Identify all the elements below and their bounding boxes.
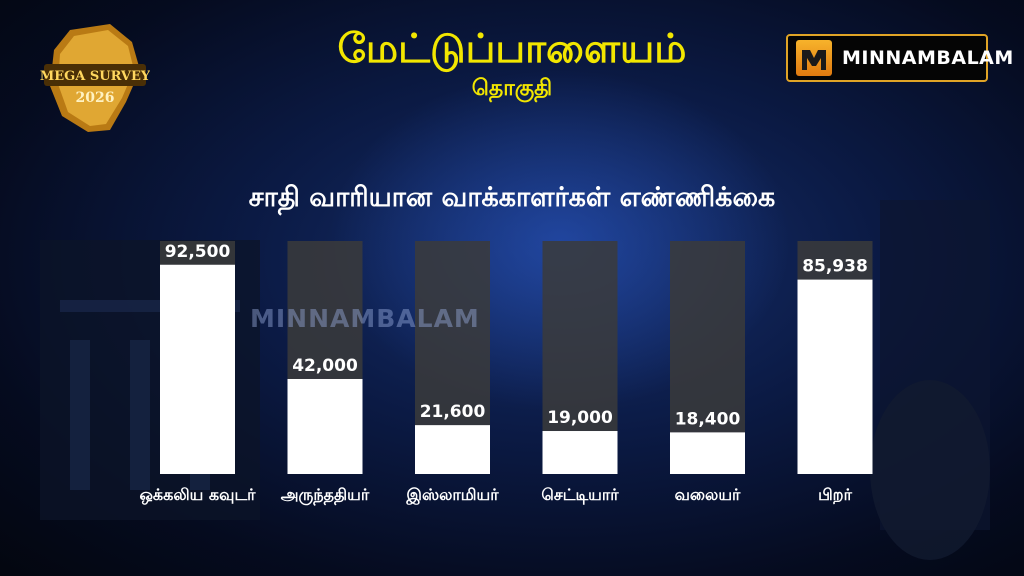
category-label: செட்டியார் (541, 485, 619, 505)
bar-value-label: 19,000 (547, 408, 613, 428)
bar-value-label: 21,600 (420, 402, 486, 422)
bar (670, 432, 745, 474)
bar (415, 425, 490, 474)
page-subtitle: தொகுதி (471, 76, 553, 101)
bar (160, 264, 235, 474)
bar-value-label: 42,000 (292, 356, 358, 376)
watermark: MINNAMBALAM (250, 304, 480, 333)
logo-text: MINNAMBALAM (842, 47, 1014, 69)
bar-value-label: 18,400 (675, 409, 741, 429)
minnambalam-logo: MINNAMBALAM (786, 34, 1013, 82)
bar-value-label: 92,500 (165, 242, 231, 262)
badge-line2: 2026 (76, 90, 115, 106)
bar (797, 279, 873, 474)
bar-value-label: 85,938 (802, 257, 868, 277)
bar (287, 378, 363, 474)
bar (542, 431, 618, 474)
chart-title: சாதி வாரியான வாக்காளர்கள் எண்ணிக்கை (248, 182, 776, 213)
category-label: இஸ்லாமியர் (405, 485, 499, 505)
category-label: பிறர் (818, 485, 852, 504)
category-label: வலையர் (675, 485, 741, 504)
badge-line1: MEGA SURVEY (40, 69, 150, 84)
category-label: அருந்ததியர் (281, 485, 370, 505)
logo-m-icon (796, 40, 832, 76)
page-title: மேட்டுப்பாளையம் (337, 26, 687, 72)
mega-survey-badge: MEGA SURVEY 2026 (40, 24, 150, 132)
category-label: ஒக்கலிய கவுடர் (139, 485, 256, 505)
